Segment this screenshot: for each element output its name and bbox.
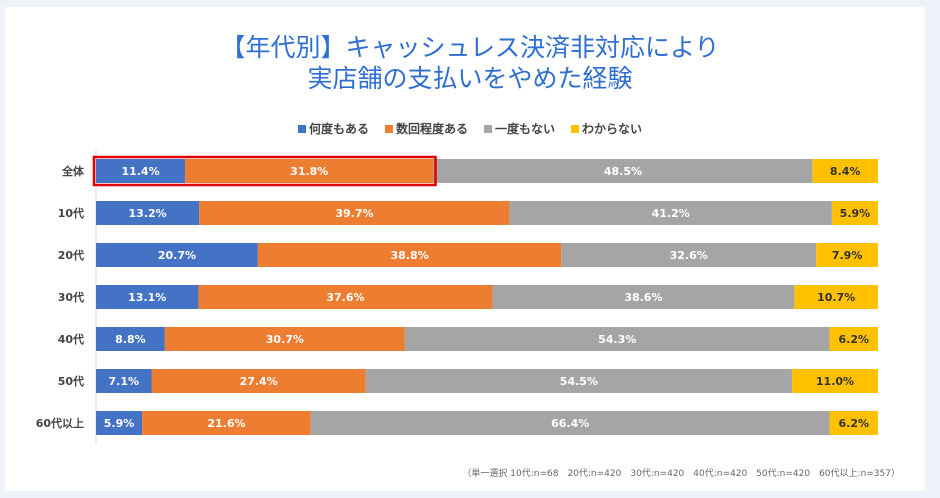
bar-segment [96,369,152,393]
legend-label: 何度もある [308,122,369,136]
bar-segment [509,201,832,225]
bar-segment [96,159,186,183]
bar-segment [96,411,143,435]
bar-segment [96,327,165,351]
data-label: 13.2% [129,207,167,220]
bar-segment [433,159,813,183]
data-label: 10.7% [817,291,855,304]
legend-swatch [484,124,492,133]
bar-segment [404,327,830,351]
data-label: 6.2% [839,333,870,346]
data-label: 5.9% [840,207,871,220]
bar-segment [829,411,878,435]
data-label: 31.8% [290,165,328,178]
bar-segment [199,201,510,225]
data-label: 66.4% [551,417,589,430]
bar-segment [198,285,493,309]
highlight-box [92,155,437,187]
bar-segment [791,369,878,393]
bar-segment [96,285,199,309]
legend-label: 数回程度ある [395,122,468,136]
legend-item: わからない [571,120,642,137]
data-label: 38.6% [624,291,662,304]
legend-label: 一度もない [495,122,556,136]
data-label: 7.1% [109,375,140,388]
data-label: 54.3% [598,333,636,346]
bar-segment [794,285,878,309]
data-label: 27.4% [240,375,278,388]
category-label: 40代 [58,332,84,346]
bar-segment [96,201,200,225]
bar-segment [310,411,830,435]
data-label: 39.7% [335,207,373,220]
data-label: 30.7% [266,333,304,346]
category-label: 50代 [58,374,84,388]
data-label: 32.6% [670,249,708,262]
title-line-1: 【年代別】キャッシュレス決済非対応により [220,33,720,62]
legend: 何度もある 数回程度ある 一度もない わからない [0,120,940,137]
bar-segment [816,243,878,267]
legend-label: わからない [582,122,643,136]
data-label: 11.0% [816,375,854,388]
data-label: 38.8% [390,249,428,262]
bar-segment [492,285,795,309]
category-label: 全体 [61,164,85,178]
legend-item: 数回程度ある [384,120,468,137]
bar-segment [96,243,258,267]
legend-swatch [384,124,393,133]
data-label: 21.6% [207,417,245,430]
bar-segment [257,243,562,267]
data-label: 8.4% [830,165,861,178]
data-label: 48.5% [604,165,642,178]
data-label: 11.4% [121,165,159,178]
legend-item: 何度もある [297,120,369,137]
data-label: 54.5% [560,375,598,388]
bar-segment [151,369,366,393]
data-label: 41.2% [652,207,690,220]
chart-title: 【年代別】キャッシュレス決済非対応により 実店舗の支払いをやめた経験 [0,32,940,94]
sample-note: （単一選択 10代:n=68 20代:n=420 30代:n=420 40代:n… [462,469,900,479]
bar-segment [365,369,792,393]
bar-segment [561,243,817,267]
bar-segment [812,159,878,183]
bar-segment [831,201,878,225]
data-label: 6.2% [839,417,870,430]
bar-segment [164,327,405,351]
title-line-2: 実店舗の支払いをやめた経験 [307,64,633,93]
category-label: 30代 [58,290,84,304]
legend-item: 一度もない [484,120,555,137]
bar-segment [142,411,311,435]
legend-swatch [571,124,580,133]
data-label: 13.1% [128,291,166,304]
data-label: 5.9% [104,417,135,430]
category-label: 10代 [58,206,84,220]
category-label: 20代 [58,248,84,262]
bar-segment [829,327,878,351]
legend-swatch [297,124,306,133]
data-label: 7.9% [832,249,863,262]
data-label: 8.8% [115,333,146,346]
category-label: 60代以上 [36,416,84,430]
data-label: 20.7% [158,249,196,262]
bar-segment [185,159,434,183]
data-label: 37.6% [326,291,364,304]
